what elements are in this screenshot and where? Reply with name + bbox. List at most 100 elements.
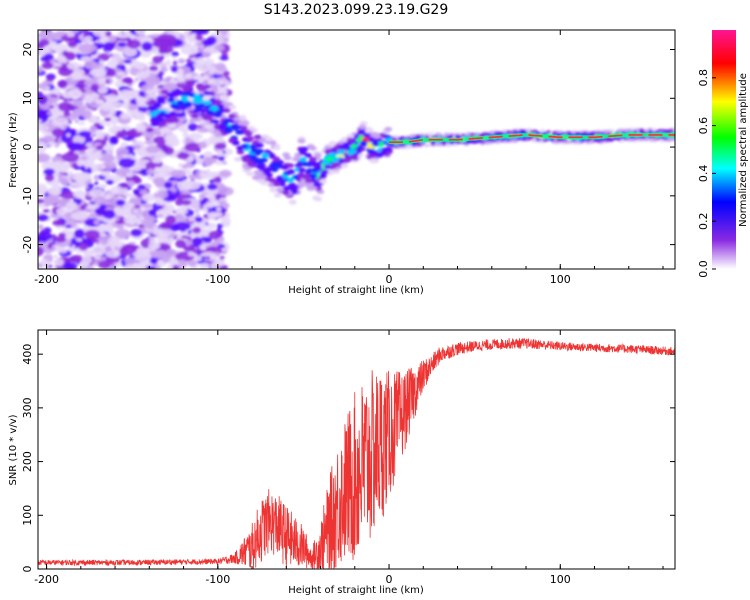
heatmap-cell	[122, 192, 133, 198]
heatmap-cell	[108, 264, 116, 269]
heatmap-cell	[164, 248, 178, 258]
heatmap-cell	[150, 106, 159, 112]
heatmap-cell	[52, 219, 64, 227]
heatmap-cell	[135, 30, 146, 36]
heatmap-cell	[190, 39, 197, 43]
heatmap-cell	[79, 165, 86, 172]
heatmap-cell	[351, 155, 359, 161]
heatmap-cell	[348, 148, 357, 154]
heatmap-cell	[452, 143, 458, 147]
heatmap-cell	[144, 139, 154, 145]
heatmap-cell	[133, 222, 139, 227]
heatmap-cell	[47, 188, 62, 196]
heatmap-cell	[651, 128, 657, 132]
heatmap-cell	[120, 112, 130, 120]
heatmap-cell	[639, 128, 645, 132]
heatmap-cell	[100, 240, 108, 246]
heatmap-cell	[265, 136, 273, 142]
heatmap-cell	[116, 199, 126, 206]
heatmap-cell	[147, 61, 152, 66]
top-plot-frame	[37, 29, 676, 270]
heatmap-cell	[133, 209, 139, 214]
heatmap-cell	[505, 137, 512, 142]
heatmap-cell	[212, 211, 223, 218]
heatmap-cell	[256, 142, 264, 148]
heatmap-cell	[78, 43, 97, 54]
heatmap-cell	[218, 155, 225, 162]
heatmap-cell	[66, 133, 71, 138]
heatmap-cell	[83, 250, 91, 257]
heatmap-cell	[236, 145, 244, 151]
heatmap-cell	[276, 187, 284, 193]
heatmap-cell	[166, 265, 174, 269]
heatmap-cell	[154, 178, 165, 188]
heatmap-cell	[153, 158, 162, 164]
heatmap-cell	[212, 175, 222, 184]
heatmap-cell	[209, 69, 216, 75]
heatmap-cell	[86, 265, 95, 269]
heatmap-cell	[206, 168, 211, 173]
heatmap-cell	[535, 137, 542, 142]
heatmap-cell	[257, 138, 266, 144]
bottom-plot-frame	[37, 329, 676, 570]
heatmap-cell	[340, 137, 349, 142]
heatmap-cell	[134, 204, 141, 209]
heatmap-cell	[176, 181, 192, 191]
heatmap-cell	[319, 173, 327, 179]
heatmap-cell	[78, 121, 86, 126]
heatmap-cell	[213, 100, 222, 105]
heatmap-cell	[56, 207, 65, 216]
bottom-ylabel: SNR (10 * v/v)	[8, 414, 19, 485]
heatmap-cell	[160, 66, 168, 73]
heatmap-cell	[53, 109, 64, 115]
heatmap-cell	[540, 128, 546, 133]
heatmap-cell	[51, 128, 65, 138]
heatmap-cell	[114, 80, 126, 88]
heatmap-cell	[596, 139, 602, 143]
heatmap-cell	[172, 56, 176, 60]
heatmap-cell	[123, 47, 137, 57]
heatmap-cell	[282, 152, 290, 158]
heatmap-cell	[634, 136, 640, 140]
heatmap-cell	[272, 145, 281, 151]
heatmap-cell	[187, 122, 198, 132]
heatmap-cell	[62, 50, 69, 57]
heatmap-cell	[120, 89, 132, 96]
heatmap-cell	[125, 78, 134, 85]
heatmap-cell	[253, 148, 261, 154]
heatmap-cell	[121, 101, 130, 109]
heatmap-cell	[305, 178, 313, 184]
heatmap-cell	[218, 186, 234, 196]
heatmap-cell	[141, 41, 153, 52]
colorbar-tick-label: 0.2	[697, 212, 710, 230]
heatmap-cell	[336, 149, 345, 155]
heatmap-cell	[270, 167, 279, 173]
heatmap-cell	[208, 194, 216, 202]
heatmap-cell	[342, 158, 351, 163]
heatmap-cell	[626, 128, 632, 132]
heatmap-cell	[299, 157, 307, 162]
heatmap-cell	[276, 175, 284, 181]
heatmap-cell	[79, 204, 86, 211]
heatmap-cell	[105, 193, 113, 200]
heatmap-cell	[47, 141, 57, 147]
heatmap-cell	[71, 71, 82, 81]
heatmap-cell	[204, 124, 212, 129]
heatmap-cell	[258, 179, 267, 184]
heatmap-cell	[244, 131, 253, 137]
heatmap-cell	[181, 199, 192, 206]
heatmap-cell	[552, 131, 558, 135]
heatmap-cell	[215, 30, 230, 34]
heatmap-cell	[135, 62, 146, 71]
heatmap-cell	[95, 242, 101, 246]
heatmap-cell	[94, 130, 105, 139]
heatmap-cell	[68, 142, 85, 151]
heatmap-cell	[119, 167, 130, 174]
heatmap-cell	[58, 232, 66, 238]
heatmap-cell	[183, 30, 190, 34]
heatmap-cell	[157, 189, 169, 199]
heatmap-cell	[658, 138, 665, 143]
heatmap-cell	[99, 232, 107, 237]
heatmap-cell	[214, 44, 225, 52]
heatmap-cell	[294, 163, 303, 168]
